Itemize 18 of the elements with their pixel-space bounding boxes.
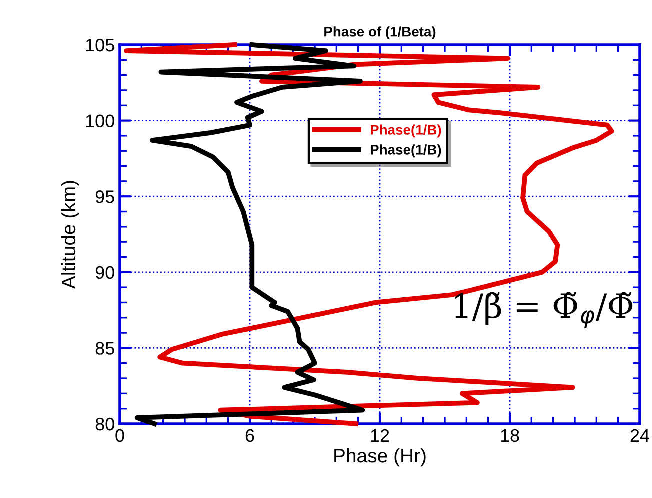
annotation: 1/β̃ = Φ̃$_{φ}$/Φ̃ <box>455 292 633 328</box>
y-tick-label: 80 <box>96 418 114 431</box>
x-tick-label: 6 <box>246 429 254 442</box>
x-tick-label: 18 <box>501 429 520 442</box>
x-tick-label: 12 <box>371 429 390 442</box>
y-axis-title: Altitude (km) <box>61 181 80 290</box>
legend-label: Phase(1/B) <box>370 144 442 158</box>
y-tick-label: 100 <box>86 114 114 128</box>
y-tick-label: 105 <box>86 38 114 52</box>
line-series <box>134 42 366 426</box>
legend-label: Phase(1/B) <box>370 124 442 138</box>
x-axis-title: Phase (Hr) <box>334 448 426 467</box>
y-tick-label: 95 <box>96 190 114 204</box>
x-tick-label: 24 <box>630 429 650 442</box>
y-tick-label: 90 <box>96 266 114 280</box>
x-tick-label: 0 <box>116 429 124 442</box>
y-tick-label: 85 <box>96 342 114 355</box>
chart-title: Phase of (1/Beta) <box>324 26 436 40</box>
